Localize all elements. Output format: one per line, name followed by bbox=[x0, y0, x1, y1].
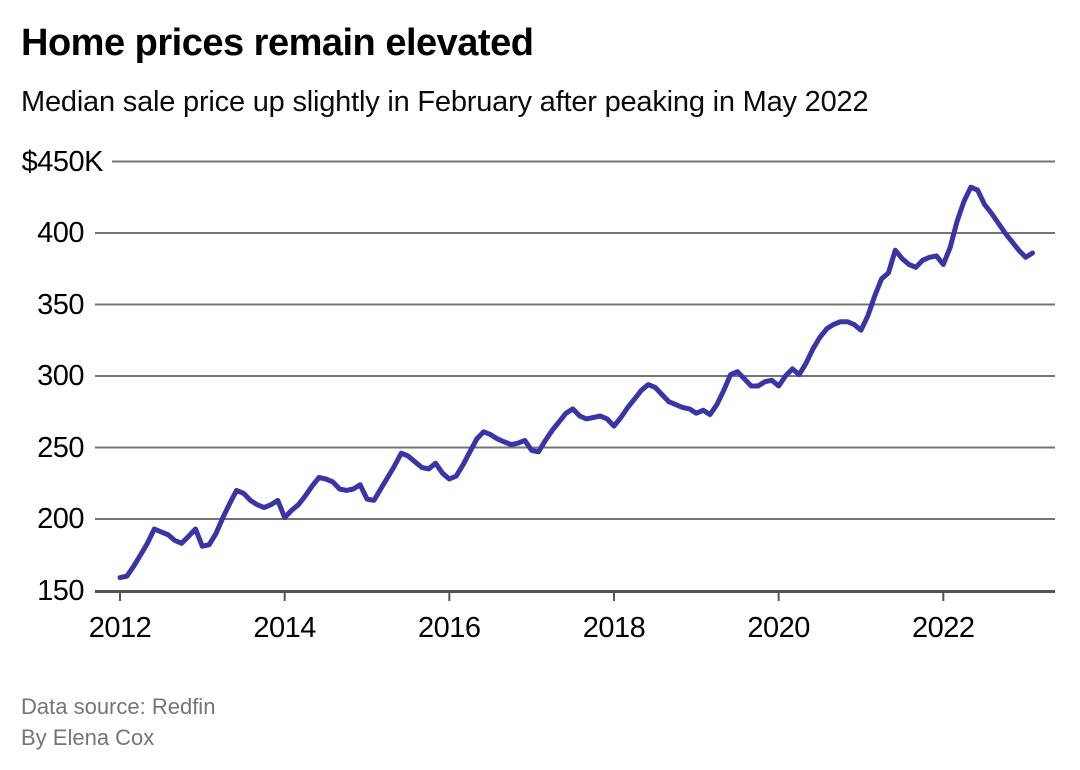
x-axis-label: 2020 bbox=[747, 612, 810, 644]
x-axis-label: 2016 bbox=[418, 612, 481, 644]
y-axis-label: 200 bbox=[37, 503, 84, 535]
y-axis-label: 350 bbox=[37, 288, 84, 321]
footer-source: Data source: Redfin bbox=[21, 694, 216, 719]
y-axis-label: 250 bbox=[37, 431, 84, 464]
x-axis-label: 2022 bbox=[912, 612, 975, 644]
y-axis-label: $450K bbox=[21, 145, 104, 178]
y-axis-label: 300 bbox=[37, 360, 84, 392]
x-axis-label: 2018 bbox=[582, 612, 646, 644]
chart-footer: Data source: Redfin By Elena Cox bbox=[21, 691, 215, 753]
x-axis-label: 2014 bbox=[253, 612, 316, 644]
chart-subtitle: Median sale price up slightly in Februar… bbox=[21, 86, 869, 118]
price-line bbox=[117, 184, 1035, 581]
y-axis-label: 150 bbox=[37, 574, 84, 607]
chart-title: Home prices remain elevated bbox=[21, 22, 534, 64]
footer-byline: By Elena Cox bbox=[21, 725, 155, 750]
y-axis-label: 400 bbox=[37, 217, 84, 249]
x-axis-label: 2012 bbox=[88, 612, 152, 644]
